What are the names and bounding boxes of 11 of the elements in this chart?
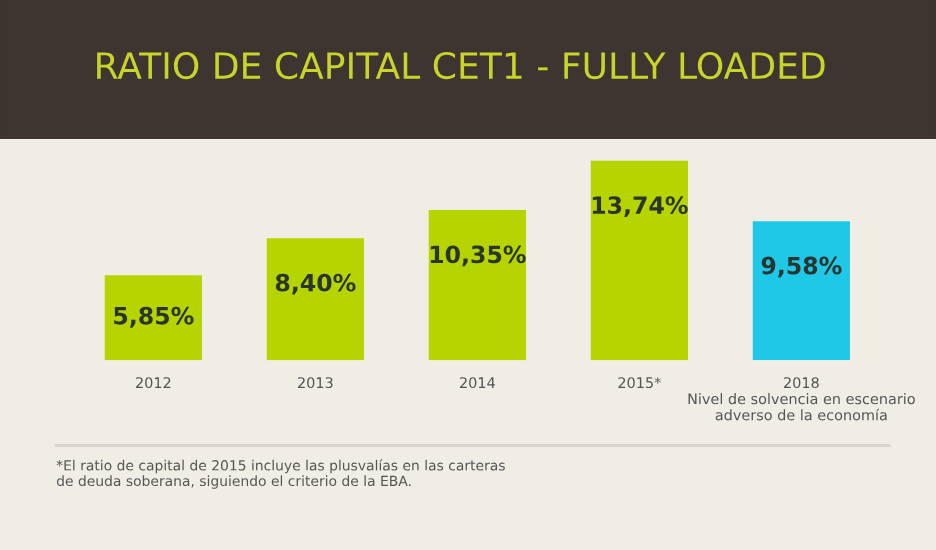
bar: [590, 160, 688, 361]
data-label: 13,74%: [592, 196, 688, 218]
data-label: 5,85%: [114, 306, 194, 328]
bar: [104, 275, 202, 361]
chart-title: RATIO DE CAPITAL CET1 - FULLY LOADED: [97, 51, 825, 80]
bar: [428, 209, 526, 361]
bar: [752, 221, 850, 361]
data-label: 10,35%: [430, 245, 526, 267]
data-label: 8,40%: [275, 273, 356, 295]
bar: [266, 238, 364, 361]
data-label: 9,58%: [761, 256, 842, 278]
